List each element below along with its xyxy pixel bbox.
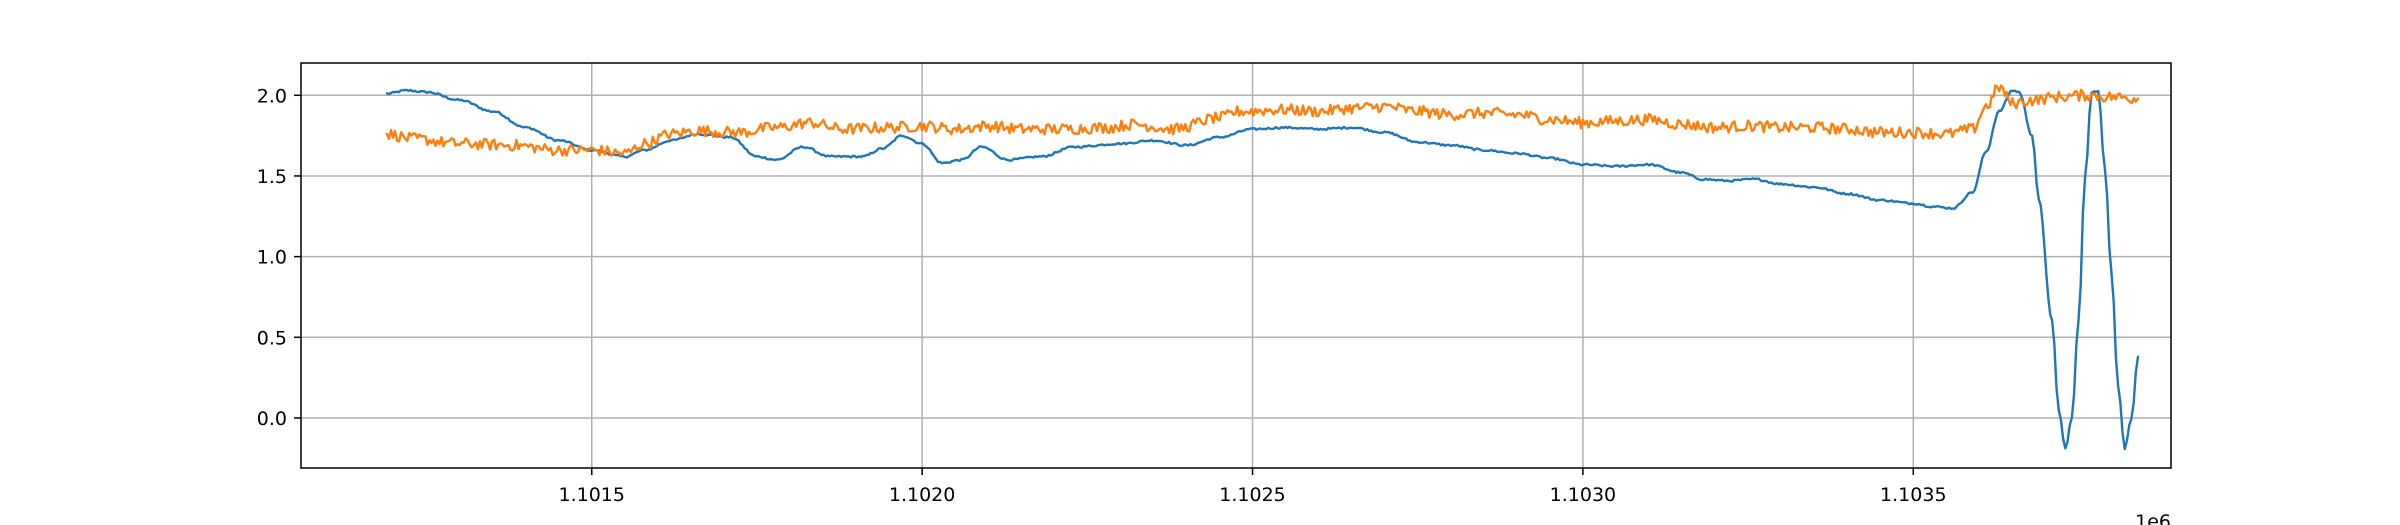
x-tick-label: 1.1020: [889, 484, 955, 506]
x-tick-label: 1.1015: [558, 484, 624, 506]
x-tick-label: 1.1035: [1880, 484, 1946, 506]
grid-lines: [301, 63, 2171, 468]
series-lines: [385, 84, 2140, 451]
y-tick-label: 1.0: [257, 247, 287, 269]
series-line-2: [385, 84, 2140, 157]
x-tick-label: 1.1025: [1219, 484, 1285, 506]
x-tick-label: 1.1030: [1550, 484, 1616, 506]
y-tick-label: 2.0: [257, 85, 287, 107]
series-line-1: [385, 88, 2140, 451]
y-tick-label: 1.5: [257, 166, 287, 188]
plot-frame: [300, 62, 2172, 469]
x-axis-offset-label: 1e6: [2135, 511, 2171, 525]
y-tick-label: 0.5: [257, 327, 287, 349]
axis-ticks: 1.1015 1.1020 1.1025 1.1030 1.1035 0.0 0.5 1.0 1…: [257, 85, 1947, 506]
y-tick-label: 0.0: [257, 408, 287, 430]
